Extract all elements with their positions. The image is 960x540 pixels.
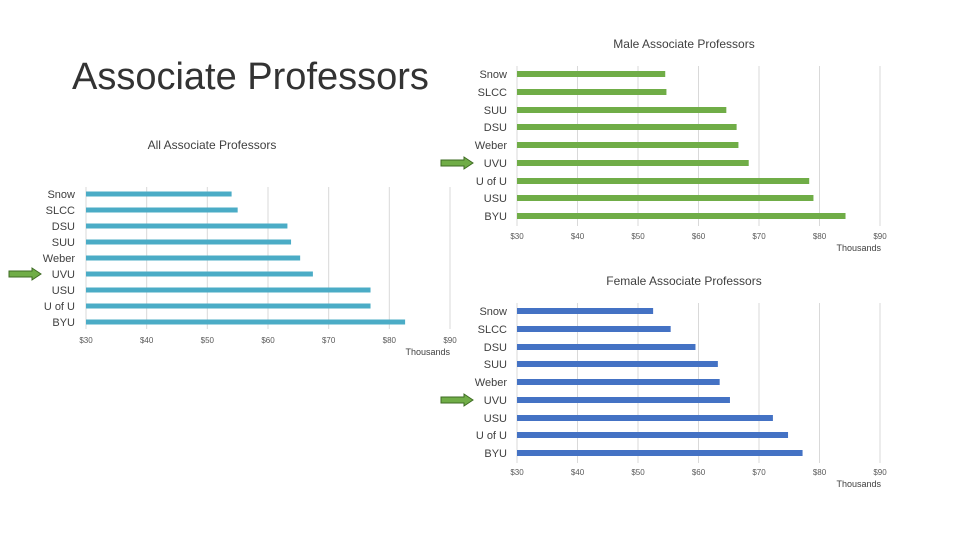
all-category-label: SLCC	[46, 205, 75, 217]
male-category-label: UVU	[484, 158, 507, 170]
male-bar-byu	[517, 213, 846, 219]
male-category-label: SUU	[484, 105, 507, 117]
female-tick-label: $60	[692, 468, 706, 477]
female-chart-title: Female Associate Professors	[606, 274, 761, 288]
male-bar-u-of-u	[517, 178, 810, 184]
male-bar-dsu	[517, 124, 737, 130]
male-bar-slcc	[517, 89, 667, 95]
male-chart-title: Male Associate Professors	[613, 37, 754, 51]
male-category-label: BYU	[484, 211, 507, 223]
all-category-label: Weber	[43, 253, 76, 265]
female-tick-label: $50	[631, 468, 645, 477]
all-tick-label: $50	[201, 336, 215, 345]
female-tick-label: $80	[813, 468, 827, 477]
male-tick-label: $70	[752, 232, 766, 241]
male-tick-label: $30	[510, 232, 524, 241]
male-tick-label: $60	[692, 232, 706, 241]
female-bar-suu	[517, 361, 718, 367]
male-category-label: Weber	[475, 140, 508, 152]
all-category-label: USU	[52, 285, 75, 297]
male-bar-weber	[517, 142, 739, 148]
male-bar-suu	[517, 107, 727, 113]
all-tick-label: $70	[322, 336, 336, 345]
male-bar-uvu	[517, 160, 749, 166]
male-tick-label: $50	[631, 232, 645, 241]
all-category-label: DSU	[52, 221, 75, 233]
female-category-label: U of U	[476, 430, 507, 442]
female-category-label: Snow	[479, 306, 507, 318]
male-tick-label: $40	[571, 232, 585, 241]
all-bar-u-of-u	[86, 303, 371, 309]
all-tick-label: $80	[383, 336, 397, 345]
all-category-label: UVU	[52, 269, 75, 281]
all-tick-label: $90	[443, 336, 457, 345]
female-category-label: SLCC	[478, 324, 507, 336]
female-bar-byu	[517, 450, 803, 456]
right-arrow-icon	[440, 156, 474, 170]
female-bar-weber	[517, 379, 720, 385]
female-tick-label: $40	[571, 468, 585, 477]
all-category-label: U of U	[44, 301, 75, 313]
female-bar-dsu	[517, 344, 696, 350]
all-bar-snow	[86, 191, 232, 197]
female-bar-uvu	[517, 397, 730, 403]
right-arrow-icon	[8, 267, 42, 281]
all-units-label: Thousands	[405, 347, 450, 357]
female-bar-slcc	[517, 326, 671, 332]
female-category-label: USU	[484, 413, 507, 425]
male-units-label: Thousands	[836, 243, 881, 253]
male-category-label: USU	[484, 193, 507, 205]
male-tick-label: $90	[873, 232, 887, 241]
all-bar-weber	[86, 255, 301, 261]
all-chart-title: All Associate Professors	[148, 138, 277, 152]
all-tick-label: $40	[140, 336, 154, 345]
female-bar-u-of-u	[517, 432, 789, 438]
male-tick-label: $80	[813, 232, 827, 241]
female-category-label: UVU	[484, 395, 507, 407]
female-tick-label: $30	[510, 468, 524, 477]
male-category-label: Snow	[479, 69, 507, 81]
female-bar-usu	[517, 415, 773, 421]
all-bar-suu	[86, 239, 292, 245]
all-category-label: SUU	[52, 237, 75, 249]
all-bar-uvu	[86, 271, 313, 277]
all-category-label: BYU	[52, 317, 75, 329]
female-category-label: DSU	[484, 342, 507, 354]
male-category-label: SLCC	[478, 87, 507, 99]
all-bar-usu	[86, 287, 371, 293]
female-category-label: Weber	[475, 377, 508, 389]
all-bar-byu	[86, 319, 406, 325]
male-bar-snow	[517, 71, 666, 77]
female-units-label: Thousands	[836, 479, 881, 489]
all-bar-slcc	[86, 207, 238, 213]
all-tick-label: $60	[261, 336, 275, 345]
female-category-label: SUU	[484, 359, 507, 371]
right-arrow-icon	[440, 393, 474, 407]
male-category-label: DSU	[484, 122, 507, 134]
female-category-label: BYU	[484, 448, 507, 460]
female-tick-label: $70	[752, 468, 766, 477]
all-bar-dsu	[86, 223, 288, 229]
all-category-label: Snow	[47, 189, 75, 201]
all-tick-label: $30	[79, 336, 93, 345]
male-bar-usu	[517, 195, 814, 201]
female-bar-snow	[517, 308, 654, 314]
male-category-label: U of U	[476, 176, 507, 188]
slide-title: Associate Professors	[72, 56, 429, 98]
female-tick-label: $90	[873, 468, 887, 477]
